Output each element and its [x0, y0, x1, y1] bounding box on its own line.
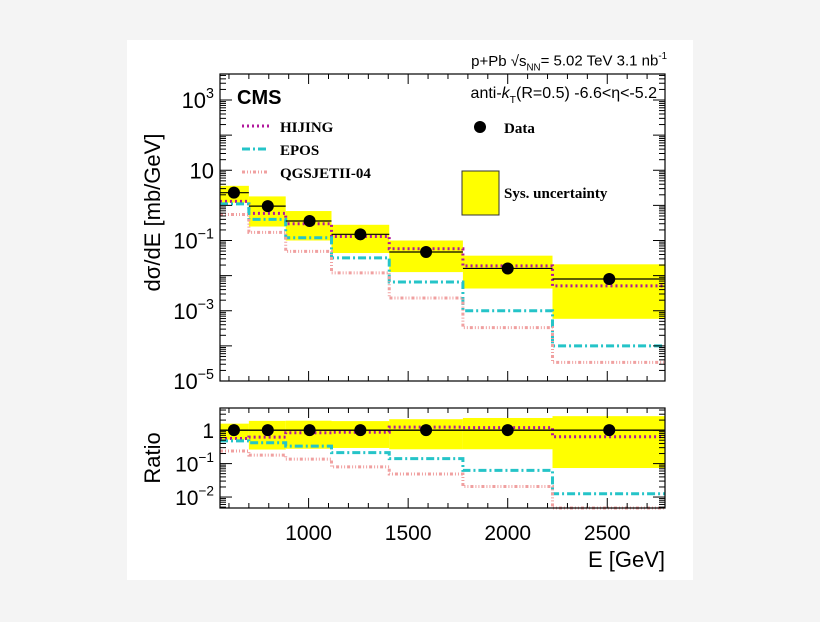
x-tick-label: 2500	[584, 522, 631, 545]
x-tick-label: 1000	[285, 522, 332, 545]
chart-canvas: 103 10 10−1 10−3 10−5 1 10−1 10−2 1000 1500 2000 25…	[127, 40, 693, 580]
data-point	[303, 214, 316, 227]
x-tick-label: 2000	[484, 522, 531, 545]
data-point	[420, 424, 433, 437]
ratio-axis-label: Ratio	[140, 432, 165, 483]
series-qgsjetii-04-line	[220, 212, 665, 364]
legend-label-data: Data	[504, 121, 535, 137]
data-point	[261, 424, 274, 437]
legend-label-hijing: HIJING	[280, 120, 334, 136]
data-point	[603, 273, 616, 286]
legend-label-qgsjetii-04: QGSJETII-04	[280, 166, 371, 182]
main-frame	[219, 73, 666, 382]
legend-label-epos: EPOS	[280, 143, 319, 159]
legend-data-marker	[474, 121, 486, 133]
y-tick-label: 10−3	[173, 297, 214, 324]
data-point	[501, 262, 514, 275]
data-point	[261, 200, 274, 213]
data-point	[354, 228, 367, 241]
sys-uncertainty-band	[552, 416, 665, 469]
y-tick-label: 103	[182, 86, 214, 113]
data-point	[354, 424, 367, 437]
cms-label: CMS	[237, 87, 281, 109]
legend-label-sys-uncertainty: Sys. uncertainty	[504, 186, 608, 202]
y-tick-label: 10−1	[173, 227, 214, 254]
y-tick-label: 10−5	[173, 367, 214, 394]
x-tick-label: 1500	[385, 522, 432, 545]
data-point	[227, 424, 240, 437]
data-point	[420, 246, 433, 259]
y-tick-label: 10−1	[175, 450, 214, 476]
series-epos-line	[220, 439, 665, 496]
data-point	[603, 424, 616, 437]
series-qgsjetii-04-line	[220, 449, 665, 510]
x-axis-label: E [GeV]	[588, 547, 665, 572]
jet-label: anti-kT(R=0.5) -6.6<η<-5.2	[471, 85, 658, 106]
y-tick-label: 1	[202, 420, 214, 443]
data-point	[501, 424, 514, 437]
chart-svg: 103 10 10−1 10−3 10−5 1 10−1 10−2 1000 1500 2000 25…	[140, 51, 667, 572]
data-point	[303, 424, 316, 437]
ratio-frame	[219, 407, 666, 509]
series-epos-line	[220, 202, 665, 348]
y-tick-label: 10	[190, 158, 214, 183]
y-axis-label: dσ/dE [mb/GeV]	[140, 134, 165, 292]
main-panel	[219, 73, 666, 382]
data-point	[227, 186, 240, 199]
header-label: p+Pb √sNN= 5.02 TeV 3.1 nb-1	[471, 51, 667, 74]
ratio-panel	[219, 407, 666, 510]
sys-uncertainty-band	[552, 264, 665, 319]
legend-sys-swatch	[461, 170, 500, 216]
y-tick-label: 10−2	[175, 484, 214, 510]
